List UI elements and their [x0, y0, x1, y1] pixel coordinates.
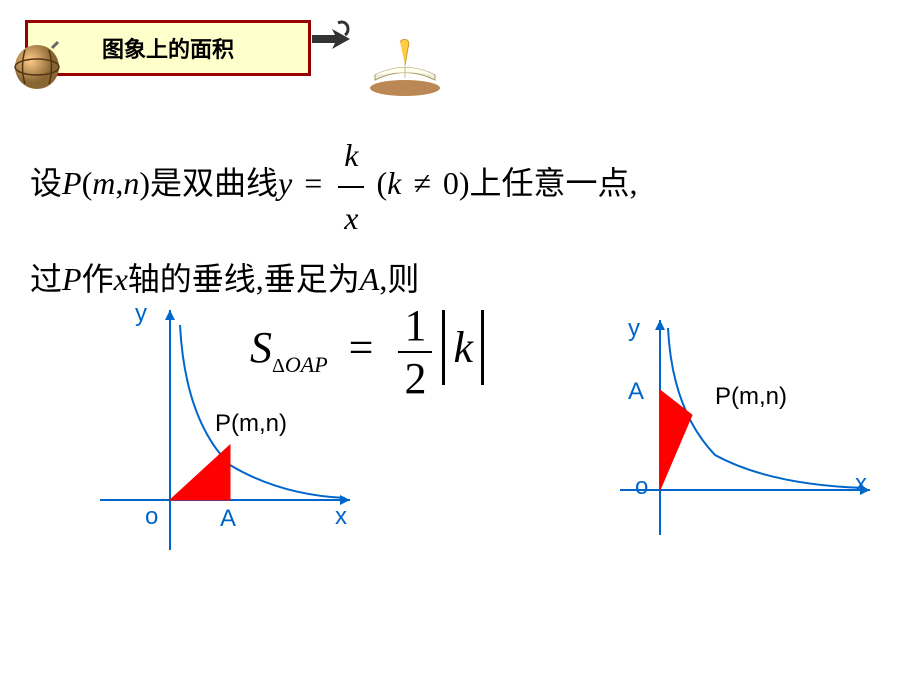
open-book-icon [365, 30, 445, 100]
header-title: 图象上的面积 [102, 32, 234, 64]
abs-k: k [442, 310, 484, 385]
x-axis-label: x [855, 470, 867, 498]
y-axis-label: y [628, 315, 640, 343]
a-label: A [220, 505, 236, 533]
graph-right: y x o A P(m,n) [600, 310, 880, 540]
x-axis-label: x [335, 503, 347, 531]
text-line-1: 设P(m,n)是双曲线y = k x (k ≠ 0)上任意一点, [30, 125, 900, 249]
fraction-half: 1 2 [398, 300, 432, 404]
main-text: 设P(m,n)是双曲线y = k x (k ≠ 0)上任意一点, 过P作x轴的垂… [30, 125, 900, 309]
fraction-k-over-x: k x [338, 125, 364, 249]
p-label: P(m,n) [715, 383, 787, 411]
y-axis-label: y [135, 300, 147, 328]
globe-icon [10, 40, 65, 95]
origin-label: o [145, 503, 158, 531]
hand-pointer-icon [310, 15, 355, 50]
a-label: A [628, 378, 644, 406]
graph-left: y x o A P(m,n) [80, 300, 360, 560]
header-title-box: 图象上的面积 [25, 20, 311, 76]
p-label: P(m,n) [215, 410, 287, 438]
origin-label: o [635, 473, 648, 501]
